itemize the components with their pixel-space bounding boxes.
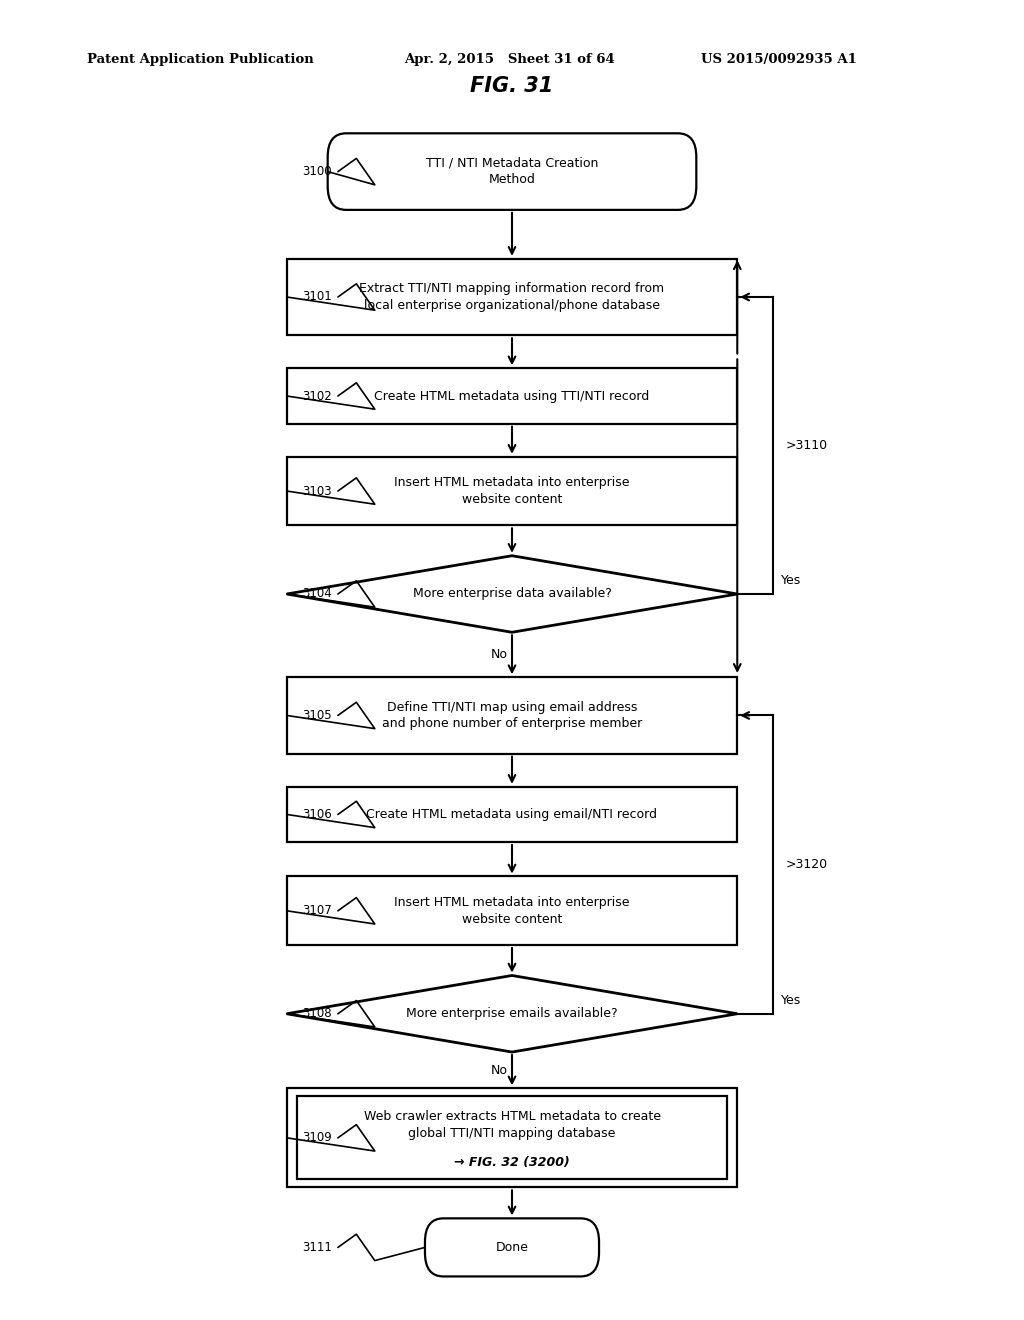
Text: Web crawler extracts HTML metadata to create
global TTI/NTI mapping database: Web crawler extracts HTML metadata to cr… <box>364 1110 660 1139</box>
Text: >3110: >3110 <box>785 440 827 451</box>
Polygon shape <box>287 556 737 632</box>
Bar <box>287 457 737 525</box>
Bar <box>287 677 737 754</box>
Bar <box>287 368 737 424</box>
Text: 3101: 3101 <box>302 290 333 304</box>
Text: 3104: 3104 <box>302 587 333 601</box>
FancyBboxPatch shape <box>425 1218 599 1276</box>
Text: Create HTML metadata using email/NTI record: Create HTML metadata using email/NTI rec… <box>367 808 657 821</box>
Text: US 2015/0092935 A1: US 2015/0092935 A1 <box>701 53 857 66</box>
Text: TTI / NTI Metadata Creation
Method: TTI / NTI Metadata Creation Method <box>426 157 598 186</box>
Text: No: No <box>492 648 508 661</box>
Text: 3103: 3103 <box>303 484 332 498</box>
Text: Patent Application Publication: Patent Application Publication <box>87 53 313 66</box>
Text: 3108: 3108 <box>303 1007 332 1020</box>
Text: >3120: >3120 <box>785 858 827 871</box>
Polygon shape <box>287 975 737 1052</box>
Text: Insert HTML metadata into enterprise
website content: Insert HTML metadata into enterprise web… <box>394 896 630 925</box>
Text: Define TTI/NTI map using email address
and phone number of enterprise member: Define TTI/NTI map using email address a… <box>382 701 642 730</box>
Text: More enterprise data available?: More enterprise data available? <box>413 587 611 601</box>
Text: No: No <box>492 1064 508 1077</box>
Text: → FIG. 32 (3200): → FIG. 32 (3200) <box>454 1156 570 1170</box>
Text: 3109: 3109 <box>302 1131 333 1144</box>
Text: FIG. 31: FIG. 31 <box>470 75 554 96</box>
Bar <box>287 1088 737 1188</box>
Text: Apr. 2, 2015   Sheet 31 of 64: Apr. 2, 2015 Sheet 31 of 64 <box>404 53 615 66</box>
Bar <box>287 259 737 335</box>
Text: Yes: Yes <box>781 994 802 1007</box>
Text: More enterprise emails available?: More enterprise emails available? <box>407 1007 617 1020</box>
FancyBboxPatch shape <box>328 133 696 210</box>
Text: 3107: 3107 <box>302 904 333 917</box>
Text: 3105: 3105 <box>303 709 332 722</box>
Text: Insert HTML metadata into enterprise
website content: Insert HTML metadata into enterprise web… <box>394 477 630 506</box>
Text: 3100: 3100 <box>303 165 332 178</box>
Bar <box>287 787 737 842</box>
Text: 3111: 3111 <box>302 1241 333 1254</box>
Text: Extract TTI/NTI mapping information record from
local enterprise organizational/: Extract TTI/NTI mapping information reco… <box>359 282 665 312</box>
Text: Yes: Yes <box>781 574 802 587</box>
Text: Create HTML metadata using TTI/NTI record: Create HTML metadata using TTI/NTI recor… <box>375 389 649 403</box>
Text: Done: Done <box>496 1241 528 1254</box>
Text: 3106: 3106 <box>302 808 333 821</box>
Bar <box>297 1096 727 1180</box>
Text: 3102: 3102 <box>302 389 333 403</box>
Bar <box>287 876 737 945</box>
